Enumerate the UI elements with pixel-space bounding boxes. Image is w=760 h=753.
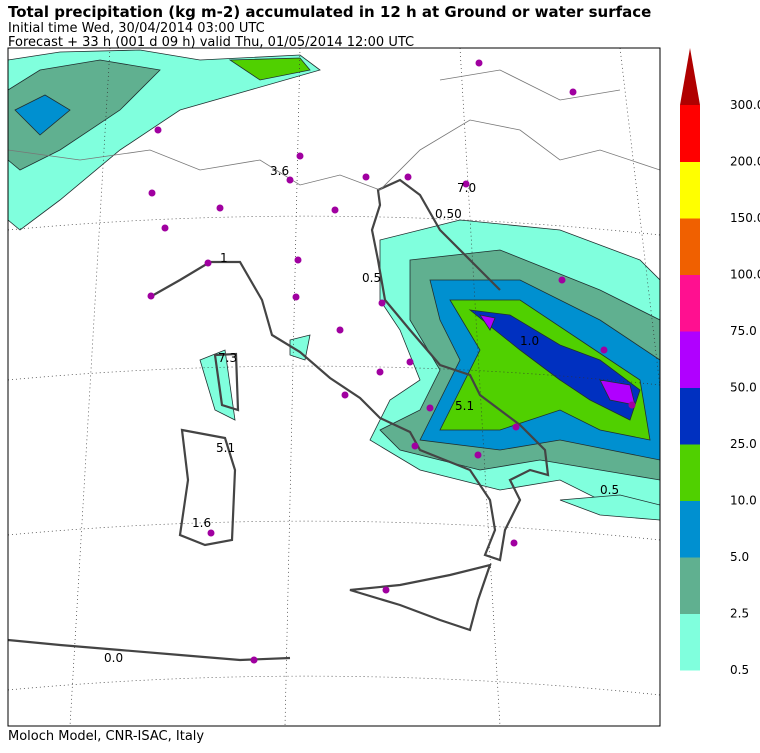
city [294,256,302,264]
city [250,656,258,664]
city [426,404,434,412]
colorbar-bin [680,613,700,671]
contour-label: 1.0 [520,334,539,348]
colorbar: 0.5 2.5 5.0 10.0 25.0 50.0 75.0 100.0 150.0 200.0… [680,48,760,677]
colorbar-bin [680,500,700,558]
city [558,276,566,284]
title: Total precipitation (kg m-2) accumulated… [8,3,651,21]
city [404,173,412,181]
city [376,368,384,376]
city [216,204,224,212]
city [628,401,636,409]
cities [147,59,636,664]
contour-label: 1 [220,251,228,265]
coastline [8,178,550,662]
contour-label: 3.6 [270,164,289,178]
city [296,152,304,160]
footer: Moloch Model, CNR-ISAC, Italy [8,729,204,744]
contour-label: 7.3 [218,351,237,365]
colorbar-bin [680,105,700,162]
colorbar-over [680,48,700,105]
city [362,173,370,181]
city [286,176,294,184]
map-frame [7,47,661,727]
borders [8,69,660,191]
colorbar-label: 0.5 [730,663,749,677]
city [161,224,169,232]
city [512,423,520,431]
contour-labels: 0.0 1.6 5.1 7.3 3.6 1 7.0 0.50 0.5 0.5 5.1 1.0 [104,164,619,665]
city [154,126,162,134]
contour-label: 0.50 [435,207,462,221]
contour-label: 0.0 [104,651,123,665]
city [336,326,344,334]
city [382,586,390,594]
city [411,442,419,450]
colorbar-label: 150.0 [730,211,760,225]
colorbar-label: 75.0 [730,324,757,338]
contour-label: 0.5 [362,271,381,285]
colorbar-label: 50.0 [730,381,757,395]
city [204,259,212,267]
city [474,451,482,459]
city [292,293,300,301]
colorbar-bin [680,444,700,501]
map: 0.0 1.6 5.1 7.3 3.6 1 7.0 0.50 0.5 0.5 5.1 1.0 [7,47,661,727]
contour-label: 5.1 [216,441,235,455]
colorbar-label: 25.0 [730,437,757,451]
city [462,180,470,188]
colorbar-label: 300.0 [730,98,760,112]
graticule [8,48,660,726]
city [147,292,155,300]
colorbar-bin [680,218,700,275]
contour-label: 5.1 [455,399,474,413]
city [341,391,349,399]
city [600,346,608,354]
colorbar-label: 5.0 [730,550,749,564]
city [378,299,386,307]
colorbar-label: 2.5 [730,607,749,621]
colorbar-label: 200.0 [730,155,760,169]
colorbar-bin [680,161,700,219]
city [569,88,577,96]
forecast: Forecast + 33 h (001 d 09 h) valid Thu, … [8,35,414,50]
city [406,358,414,366]
colorbar-label: 100.0 [730,268,760,282]
colorbar-bin [680,331,700,388]
city [475,59,483,67]
initial-time: Initial time Wed, 30/04/2014 03:00 UTC [8,21,265,36]
city [331,206,339,214]
colorbar-bin [680,387,700,445]
contour-label: 0.5 [600,483,619,497]
contour-label: 7.0 [457,181,476,195]
colorbar-bin [680,557,700,614]
colorbar-label: 10.0 [730,494,757,508]
city [510,539,518,547]
contour-label: 1.6 [192,516,211,530]
city [148,189,156,197]
city [207,529,215,537]
colorbar-bin [680,274,700,332]
